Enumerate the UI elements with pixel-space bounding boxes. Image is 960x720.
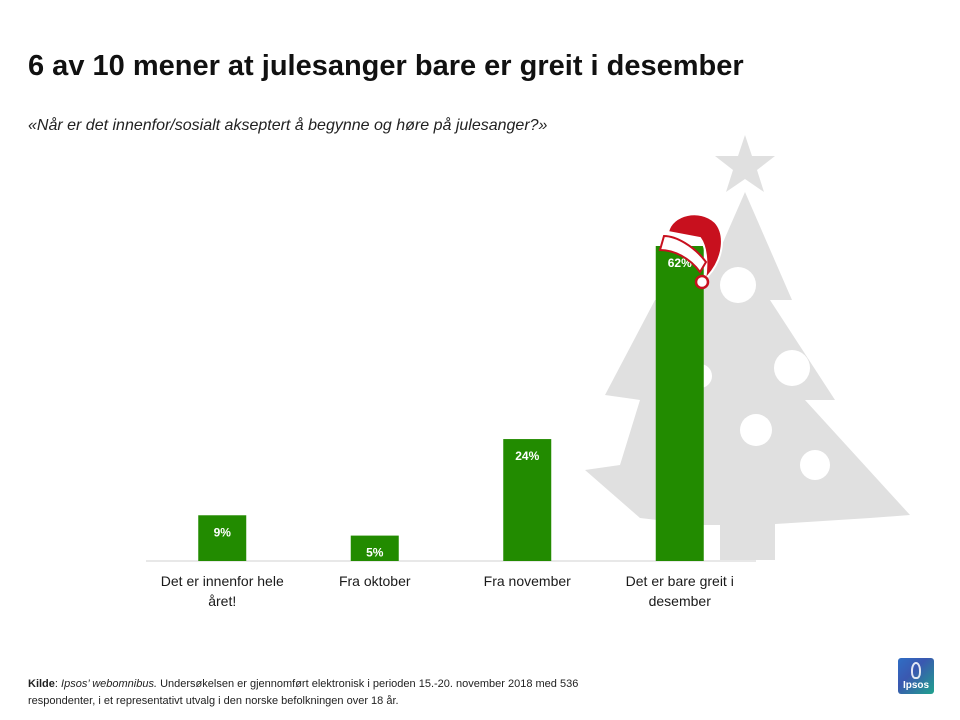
footer-kilde-label: Kilde [28, 678, 55, 690]
tree-star-icon [715, 135, 775, 192]
hat-pompom [694, 274, 710, 290]
christmas-tree-illustration [585, 135, 910, 560]
bar-1 [198, 515, 247, 561]
source-footer: Kilde: Ipsos’ webomnibus. Undersøkelsen … [28, 676, 668, 710]
bar-value-label: 5% [366, 546, 384, 560]
bars-group: 9%5%24%62% [198, 246, 704, 561]
category-label: Fra oktober [300, 571, 450, 591]
hat-top [666, 213, 723, 281]
tree-ornament [740, 414, 772, 446]
chart-title: 6 av 10 mener at julesanger bare er grei… [28, 50, 744, 82]
tree-ornament [720, 267, 756, 303]
ipsos-logo-text: Ipsos [902, 680, 930, 691]
tree-ornament [774, 350, 810, 386]
tree-trunk [720, 520, 775, 560]
footer-text-1: Undersøkelsen er gjennomført elektronisk… [157, 678, 579, 690]
bar-value-label: 24% [515, 449, 539, 463]
category-label: Det er bare greit i desember [605, 571, 755, 611]
chart-subtitle: «Når er det innenfor/sosialt akseptert å… [28, 117, 548, 134]
category-label-line: Det er bare greit i [625, 573, 734, 589]
santa-hat-icon [658, 213, 723, 290]
bar-3 [503, 439, 552, 561]
bar-2 [350, 535, 399, 561]
hat-brim [658, 234, 708, 274]
category-label: Det er innenfor hele året! [147, 571, 297, 611]
footer-line-2: respondenter, i et representativt utvalg… [28, 695, 399, 707]
ipsos-logo: Ipsos [898, 658, 934, 694]
bar-value-label: 9% [214, 525, 232, 539]
category-label-line: desember [648, 593, 711, 609]
footer-line-1: Kilde: Ipsos’ webomnibus. Undersøkelsen … [28, 676, 668, 693]
category-label-line: året! [208, 593, 237, 609]
bar-4 [655, 246, 704, 561]
category-label-line: Det er innenfor hele [160, 573, 284, 589]
tree-body [585, 192, 910, 525]
footer-colon: : [54, 678, 62, 690]
tree-ornament [800, 450, 830, 480]
footer-source-name: Ipsos’ webomnibus. [61, 678, 158, 690]
category-label-line: Fra oktober [338, 573, 411, 589]
category-label-line: Fra november [483, 573, 571, 589]
ipsos-logo-mark-icon [911, 662, 921, 679]
category-label: Fra november [452, 571, 602, 591]
